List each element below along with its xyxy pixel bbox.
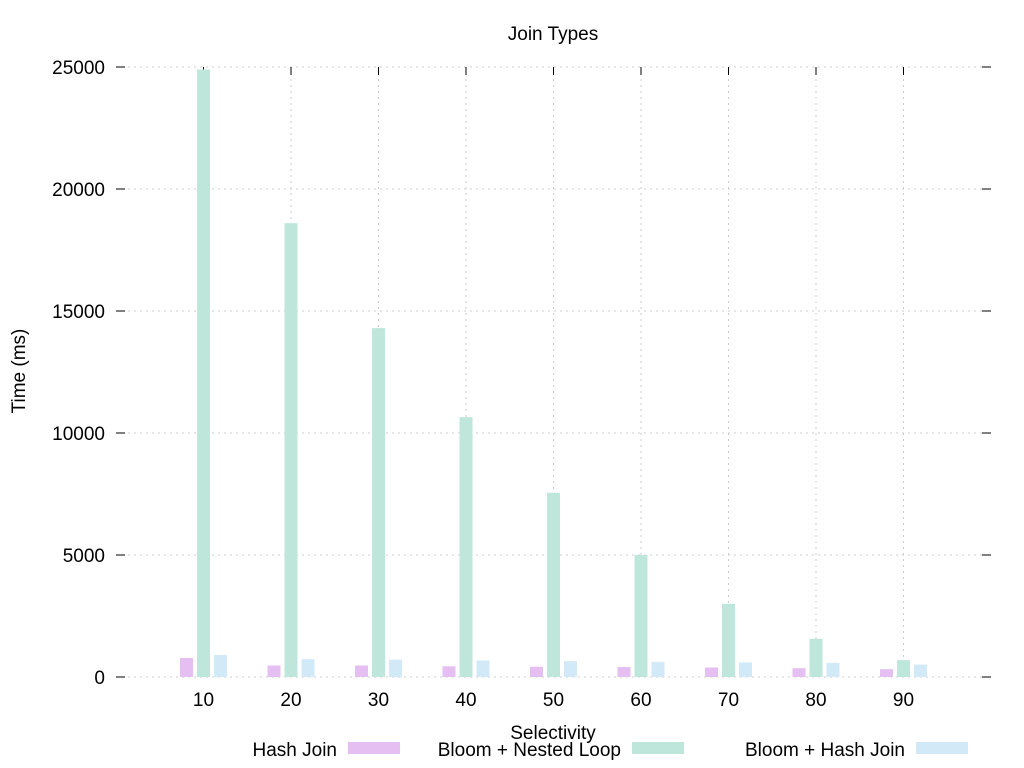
legend-label: Bloom + Nested Loop xyxy=(438,740,621,761)
x-tick-label: 70 xyxy=(718,690,739,711)
legend-label: Bloom + Hash Join xyxy=(745,740,905,761)
bar xyxy=(739,662,752,677)
legend-swatch xyxy=(916,742,968,754)
y-tick-label: 25000 xyxy=(52,58,105,79)
bar xyxy=(897,660,910,677)
bar xyxy=(267,665,281,677)
bar xyxy=(214,655,227,677)
axis-ticks xyxy=(116,66,991,678)
bar xyxy=(389,659,402,677)
bar xyxy=(372,328,385,677)
legend-label: Hash Join xyxy=(253,740,338,761)
bar xyxy=(722,603,735,677)
bar xyxy=(197,69,210,677)
bar xyxy=(809,638,823,677)
grid xyxy=(116,66,991,678)
bar xyxy=(459,417,473,677)
y-tick-label: 15000 xyxy=(52,302,105,323)
bar xyxy=(705,667,718,677)
bar xyxy=(355,665,368,677)
bar xyxy=(476,660,490,677)
legend-swatch xyxy=(632,742,684,754)
legend: Hash Join Bloom + Nested Loop Bloom + Hash… xyxy=(253,740,968,761)
bar xyxy=(564,661,577,677)
x-tick-label: 10 xyxy=(193,690,214,711)
x-tick-label: 30 xyxy=(368,690,389,711)
y-tick-label: 5000 xyxy=(63,546,105,567)
bar xyxy=(180,657,193,677)
bar xyxy=(284,223,298,677)
x-tick-label: 40 xyxy=(455,690,476,711)
y-axis-label: Time (ms) xyxy=(9,329,30,414)
x-tick-labels: 10 20 30 40 50 60 70 80 90 xyxy=(193,690,914,711)
y-tick-labels: 0 5000 10000 15000 20000 25000 xyxy=(52,58,105,689)
x-tick-label: 60 xyxy=(630,690,651,711)
y-tick-label: 0 xyxy=(94,668,105,689)
x-tick-label: 20 xyxy=(280,690,301,711)
bar xyxy=(547,492,560,677)
bar xyxy=(442,666,456,677)
chart-title: Join Types xyxy=(508,24,598,45)
bar xyxy=(617,666,631,677)
bar xyxy=(792,668,806,677)
bar xyxy=(301,659,315,677)
bars xyxy=(180,69,927,677)
y-tick-label: 10000 xyxy=(52,424,105,445)
x-tick-label: 90 xyxy=(893,690,914,711)
y-tick-label: 20000 xyxy=(52,180,105,201)
x-tick-label: 80 xyxy=(805,690,826,711)
bar xyxy=(914,664,927,677)
bar xyxy=(651,661,665,677)
bar xyxy=(530,666,543,677)
bar xyxy=(634,555,648,677)
legend-swatch xyxy=(348,742,400,754)
x-axis-label: Selectivity xyxy=(510,723,596,744)
bar xyxy=(826,662,840,677)
x-tick-label: 50 xyxy=(543,690,564,711)
bar xyxy=(880,669,893,677)
